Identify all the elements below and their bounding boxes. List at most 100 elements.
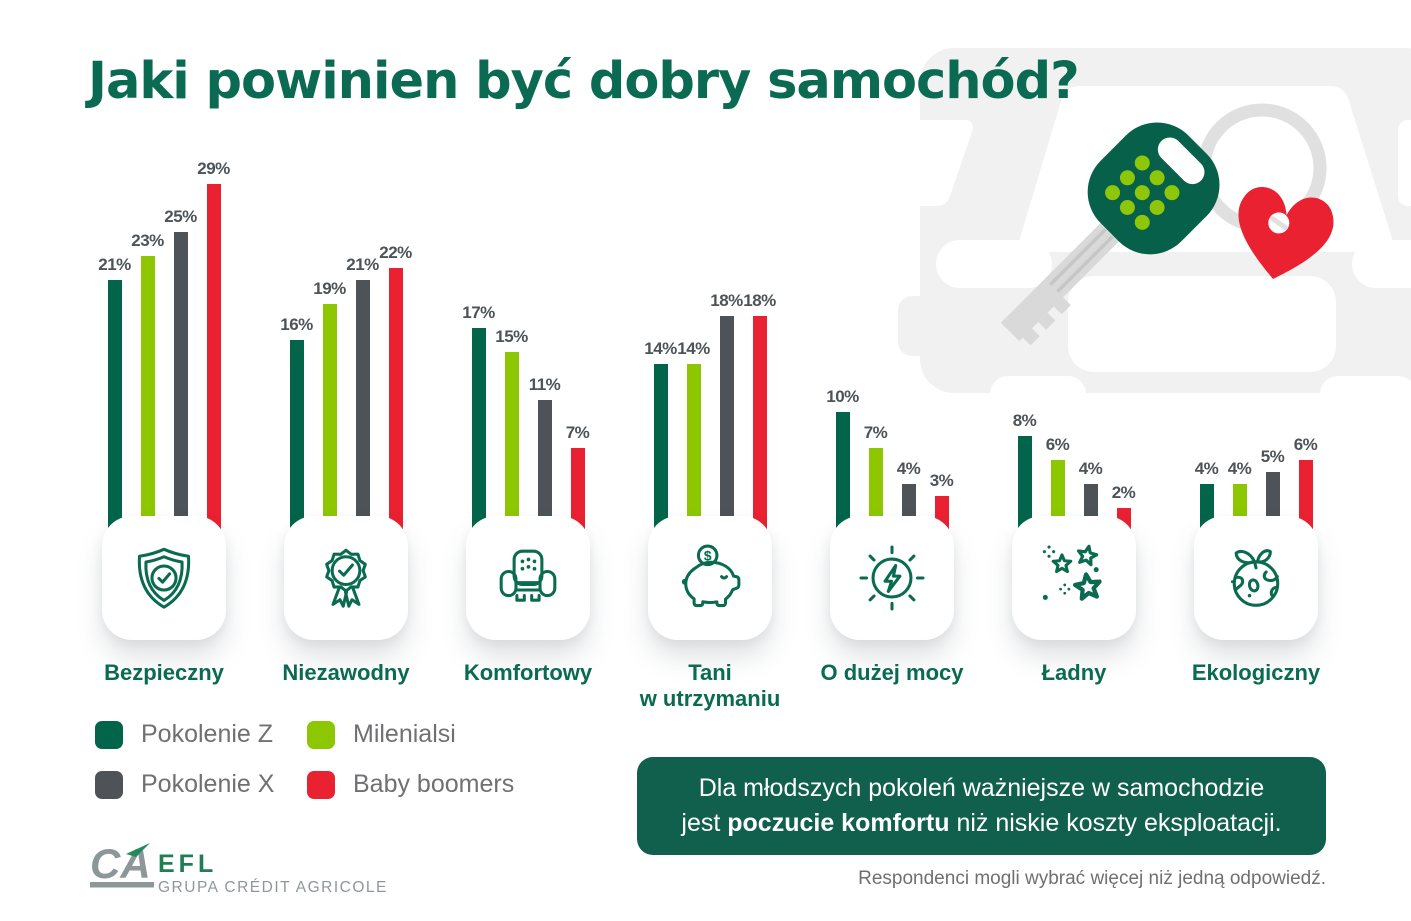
- bar-value-label: 14%: [644, 339, 677, 358]
- bar-value-label: 8%: [1012, 411, 1037, 430]
- legend-item: Milenialsi: [307, 720, 514, 749]
- category-label: Tani w utrzymaniu: [639, 660, 781, 712]
- bar-group: 16% 19% 21% 22%: [280, 155, 412, 532]
- category-label: Ekologiczny: [1191, 660, 1321, 685]
- bar: [1017, 436, 1032, 532]
- bar-column: 6%: [1289, 435, 1322, 532]
- bar-column: 29%: [197, 159, 230, 532]
- bar-column: 17%: [462, 303, 495, 532]
- bar: [537, 400, 552, 532]
- category-icon-card: [1194, 516, 1318, 640]
- category-group: 16% 19% 21% 22% Niezawodny: [270, 155, 422, 713]
- bar: [570, 448, 585, 532]
- bar: [504, 352, 519, 532]
- bar: [471, 328, 486, 532]
- legend-item: Baby boomers: [307, 770, 514, 799]
- bar-column: 7%: [561, 423, 594, 532]
- bar: [752, 316, 767, 532]
- efl-logo: CA EFL GRUPA CRÉDIT AGRICOLE: [88, 840, 398, 905]
- bar: [206, 184, 221, 532]
- bar: [107, 280, 122, 532]
- car-key-illustration: [898, 48, 1411, 416]
- bar-group: 10% 7% 4% 3%: [826, 155, 958, 532]
- bar-column: 10%: [826, 387, 859, 532]
- footnote: Respondenci mogli wybrać więcej niż jedn…: [858, 868, 1326, 889]
- bar-column: 14%: [677, 339, 710, 532]
- category-icon-card: [830, 516, 954, 640]
- bar-value-label: 10%: [826, 387, 859, 406]
- bar-group: 14% 14% 18% 18%: [644, 155, 776, 532]
- bar-value-label: 16%: [280, 315, 313, 334]
- bar-value-label: 4%: [1227, 459, 1252, 478]
- legend-label: Pokolenie Z: [141, 720, 274, 748]
- legend-swatch: [95, 770, 123, 799]
- category-label: Niezawodny: [282, 660, 410, 685]
- category-group: 4% 4% 5% 6% Ekologiczny: [1180, 155, 1332, 713]
- bar-column: 23%: [131, 231, 164, 532]
- bar-value-label: 23%: [131, 231, 164, 250]
- bar-value-label: 4%: [896, 459, 921, 478]
- bar-column: 11%: [528, 375, 561, 532]
- bar: [140, 256, 155, 532]
- bar-column: 6%: [1041, 435, 1074, 532]
- bar: [388, 268, 403, 532]
- bar-value-label: 4%: [1194, 459, 1219, 478]
- legend-swatch: [95, 720, 123, 749]
- bar: [289, 340, 304, 532]
- legend-label: Baby boomers: [353, 770, 515, 798]
- page-title: Jaki powinien być dobry samochód?: [88, 52, 1080, 111]
- power-bolt-icon: [859, 545, 925, 611]
- bar-column: 8%: [1008, 411, 1041, 532]
- bar-value-label: 11%: [528, 375, 561, 394]
- legend-label: Pokolenie X: [141, 770, 275, 798]
- bar-group: 4% 4% 5% 6%: [1190, 155, 1322, 532]
- category-label: Ładny: [1041, 660, 1107, 685]
- bar-value-label: 29%: [197, 159, 230, 178]
- bar-value-label: 6%: [1045, 435, 1070, 454]
- category-label: Komfortowy: [463, 660, 593, 685]
- bar-group: 17% 15% 11% 7%: [462, 155, 594, 532]
- bar-value-label: 18%: [710, 291, 743, 310]
- bar-group: 8% 6% 4% 2%: [1008, 155, 1140, 532]
- category-label: O dużej mocy: [820, 660, 964, 685]
- bar-column: 21%: [346, 255, 379, 532]
- medal-check-icon: [325, 548, 367, 608]
- eco-globe-icon: [1230, 549, 1280, 607]
- category-icon-card: [102, 516, 226, 640]
- bar-value-label: 4%: [1078, 459, 1103, 478]
- bar: [719, 316, 734, 532]
- bar: [1050, 460, 1065, 532]
- bar-column: 18%: [710, 291, 743, 532]
- category-group: 17% 15% 11% 7% Komfortowy: [452, 155, 604, 713]
- category-icon-card: [1012, 516, 1136, 640]
- category-group: 14% 14% 18% 18% $ Tani w utrzymaniu: [634, 155, 786, 713]
- category-icon-card: [466, 516, 590, 640]
- credit-agricole-monogram-icon: CA: [90, 840, 154, 888]
- category-icon-card: [284, 516, 408, 640]
- callout-line2: jest poczucie komfortu niż niskie koszty…: [681, 809, 1282, 837]
- stars-icon: [1042, 544, 1102, 601]
- legend-label: Milenialsi: [353, 720, 456, 748]
- bar: [1298, 460, 1313, 532]
- bar-column: 14%: [644, 339, 677, 532]
- bar-column: 7%: [859, 423, 892, 532]
- bar-column: 22%: [379, 243, 412, 532]
- bar-value-label: 7%: [863, 423, 888, 442]
- bar-value-label: 18%: [743, 291, 776, 310]
- bar-column: 25%: [164, 207, 197, 532]
- category-group: 8% 6% 4% 2% Ładny: [998, 155, 1150, 713]
- bar-column: 16%: [280, 315, 313, 532]
- bar: [686, 364, 701, 532]
- shield-check-icon: [137, 547, 191, 609]
- car-key-icon: [1000, 122, 1220, 346]
- bar-value-label: 21%: [98, 255, 131, 274]
- bar-value-label: 25%: [164, 207, 197, 226]
- bar: [868, 448, 883, 532]
- bar-column: 21%: [98, 255, 131, 532]
- category-label: Bezpieczny: [104, 660, 224, 685]
- bar-group: 21% 23% 25% 29%: [98, 155, 230, 532]
- callout-box: Dla młodszych pokoleń ważniejsze w samoc…: [637, 757, 1326, 855]
- bar-column: 18%: [743, 291, 776, 532]
- bar: [355, 280, 370, 532]
- category-group: 10% 7% 4% 3% O dużej mocy: [816, 155, 968, 713]
